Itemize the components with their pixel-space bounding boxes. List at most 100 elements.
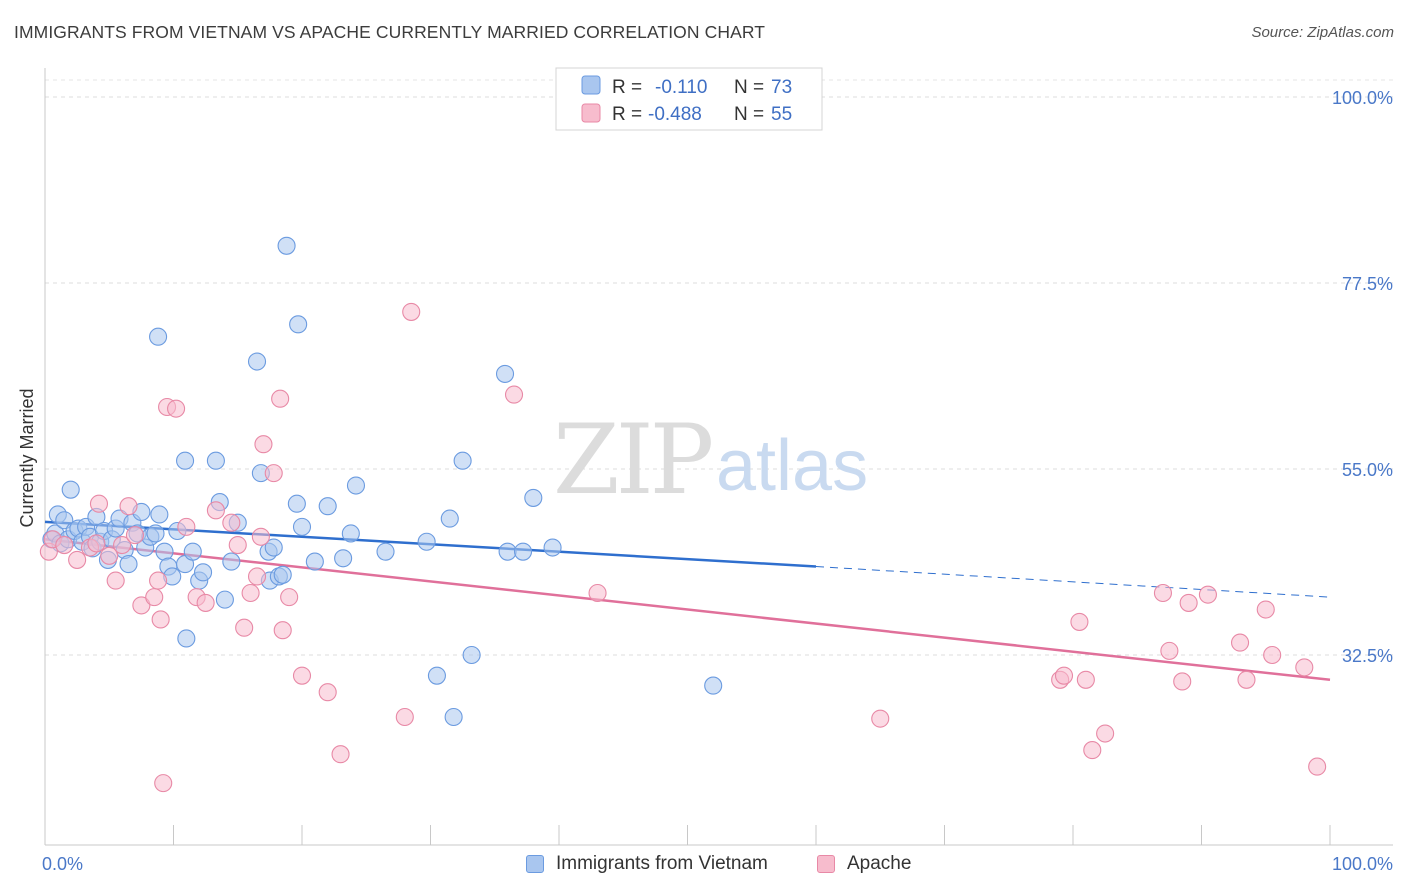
y-tick-label-0: 32.5%: [1342, 646, 1393, 666]
point-1-43: [1054, 666, 1074, 685]
point-1-28: [251, 527, 270, 546]
x-tick-label-0: 0.0%: [42, 854, 83, 874]
point-1-11: [125, 526, 144, 545]
legend-swatch-vietnam: [581, 75, 601, 95]
point-1-33: [280, 588, 299, 607]
correlation-legend: R = -0.110 N = 73 R = -0.488 N = 55: [555, 67, 823, 131]
point-1-30: [264, 464, 283, 483]
point-1-7: [100, 546, 119, 565]
chart-source: Source: ZipAtlas.com: [1251, 24, 1394, 41]
point-0-68: [495, 364, 515, 383]
point-1-27: [247, 567, 267, 586]
point-1-47: [1096, 724, 1115, 743]
point-1-36: [331, 745, 350, 764]
gridlines: [45, 79, 1393, 656]
y-tick-label-3: 100.0%: [1332, 88, 1393, 108]
point-1-57: [1295, 658, 1314, 677]
point-0-34: [176, 451, 195, 470]
point-1-45: [1076, 670, 1095, 689]
point-0-27: [146, 524, 165, 543]
watermark-atlas: atlas: [716, 426, 868, 506]
bottom-legend-swatch-apache: [817, 855, 835, 873]
point-0-43: [222, 552, 241, 571]
point-0-65: [444, 707, 463, 727]
legend-n-value-0: 73: [771, 77, 792, 98]
point-0-45: [247, 352, 267, 371]
point-1-55: [1256, 600, 1275, 619]
point-1-24: [228, 536, 247, 555]
point-1-58: [1308, 757, 1327, 776]
bottom-legend-item-apache: Apache: [817, 853, 911, 875]
point-0-70: [513, 542, 533, 561]
point-1-21: [196, 593, 215, 612]
data-points: [39, 236, 1327, 793]
point-0-72: [543, 538, 562, 557]
point-1-39: [504, 385, 524, 404]
point-1-13: [145, 588, 164, 607]
point-0-33: [149, 327, 168, 346]
point-1-8: [106, 571, 125, 590]
point-1-14: [149, 571, 168, 590]
legend-n-label-1: N =: [734, 104, 764, 125]
point-1-32: [273, 621, 292, 640]
bottom-legend-label-vietnam: Immigrants from Vietnam: [556, 853, 768, 874]
point-1-40: [588, 583, 607, 603]
point-1-56: [1263, 645, 1282, 665]
point-0-61: [376, 542, 395, 561]
legend-r-label-0: R =: [612, 77, 642, 98]
point-1-51: [1179, 593, 1198, 612]
point-1-22: [206, 501, 225, 520]
point-0-60: [289, 315, 308, 334]
y-tick-labels: 32.5% 55.0% 77.5% 100.0%: [1332, 88, 1393, 666]
y-tick-label-1: 55.0%: [1342, 460, 1393, 480]
point-1-26: [241, 583, 260, 603]
point-1-2: [55, 536, 74, 555]
chart-title: IMMIGRANTS FROM VIETNAM VS APACHE CURREN…: [14, 22, 766, 42]
y-tick-label-2: 77.5%: [1342, 274, 1393, 294]
axes: [44, 68, 1393, 846]
point-1-23: [222, 513, 241, 532]
watermark-zip: ZIP: [553, 404, 712, 516]
legend-n-label-0: N =: [734, 77, 764, 98]
point-0-21: [119, 555, 138, 574]
point-1-54: [1237, 670, 1256, 689]
point-1-37: [395, 707, 414, 727]
y-axis-label: Currently Married: [17, 388, 37, 527]
point-0-52: [287, 494, 306, 513]
point-0-38: [194, 563, 213, 582]
point-0-66: [453, 451, 472, 470]
point-0-67: [462, 645, 481, 665]
point-1-31: [271, 389, 290, 408]
bottom-legend-item-vietnam: Immigrants from Vietnam: [526, 853, 768, 875]
point-1-53: [1231, 633, 1250, 652]
point-1-35: [318, 683, 337, 702]
point-1-50: [1173, 672, 1192, 691]
point-0-64: [440, 509, 459, 528]
legend-swatch-apache: [581, 103, 601, 123]
point-1-3: [68, 550, 87, 569]
legend-r-value-1: -0.488: [648, 104, 702, 125]
point-0-36: [183, 542, 202, 561]
point-1-9: [113, 536, 132, 555]
legend-n-value-1: 55: [771, 104, 792, 125]
bottom-legend: Immigrants from Vietnam Apache: [0, 850, 1406, 880]
point-1-46: [1083, 741, 1102, 760]
trend-line-apache: [44, 538, 1331, 682]
x-tick-label-1: 100.0%: [1332, 854, 1393, 874]
point-0-59: [277, 236, 296, 255]
point-0-40: [206, 451, 225, 470]
point-0-62: [417, 532, 436, 551]
point-0-71: [524, 488, 543, 507]
point-0-53: [292, 517, 312, 536]
point-0-42: [215, 590, 234, 609]
point-1-49: [1160, 641, 1179, 660]
point-1-34: [292, 666, 312, 685]
point-0-57: [341, 524, 360, 543]
point-1-19: [177, 517, 196, 536]
bottom-legend-swatch-vietnam: [526, 855, 544, 873]
point-1-5: [87, 534, 106, 553]
point-0-54: [305, 552, 324, 571]
point-0-56: [334, 549, 353, 568]
point-1-18: [167, 399, 186, 418]
